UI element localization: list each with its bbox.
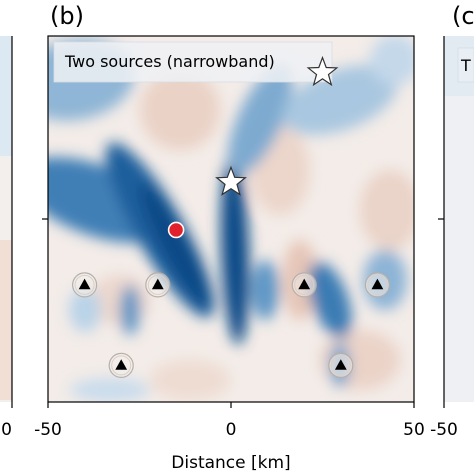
panel-c: T bbox=[443, 36, 474, 402]
station-marker bbox=[291, 272, 317, 298]
panel-a bbox=[0, 36, 13, 402]
x-axis: -50 0 50 bbox=[11, 402, 445, 440]
true-source-star bbox=[306, 55, 339, 87]
panel-c-legend-text: T bbox=[460, 56, 471, 75]
markers bbox=[71, 55, 390, 378]
x-tick-label: 0 bbox=[226, 420, 237, 440]
station-marker bbox=[108, 352, 134, 378]
panel-c-tick-label: -50 bbox=[430, 420, 458, 440]
station-marker bbox=[71, 272, 98, 298]
panel-b: Two sources (narrowband) bbox=[42, 35, 444, 403]
legend-box bbox=[53, 41, 333, 83]
x-tick-label: -50 bbox=[34, 420, 62, 440]
heatmap bbox=[48, 36, 414, 402]
estimated-location-marker bbox=[167, 221, 185, 239]
panel-c-legend-box bbox=[457, 47, 474, 83]
panel-letter-b: (b) bbox=[50, 2, 84, 30]
legend-text: Two sources (narrowband) bbox=[64, 52, 275, 71]
station-marker bbox=[328, 352, 354, 378]
true-source-star bbox=[215, 165, 247, 196]
x-tick-label: 50 bbox=[403, 420, 425, 440]
panel-a-tick-label: 50 bbox=[0, 420, 12, 440]
panel-letter-c: (c) bbox=[452, 2, 474, 30]
station-marker bbox=[145, 272, 171, 298]
x-axis-title: Distance [km] bbox=[171, 453, 290, 473]
station-marker bbox=[364, 272, 390, 298]
